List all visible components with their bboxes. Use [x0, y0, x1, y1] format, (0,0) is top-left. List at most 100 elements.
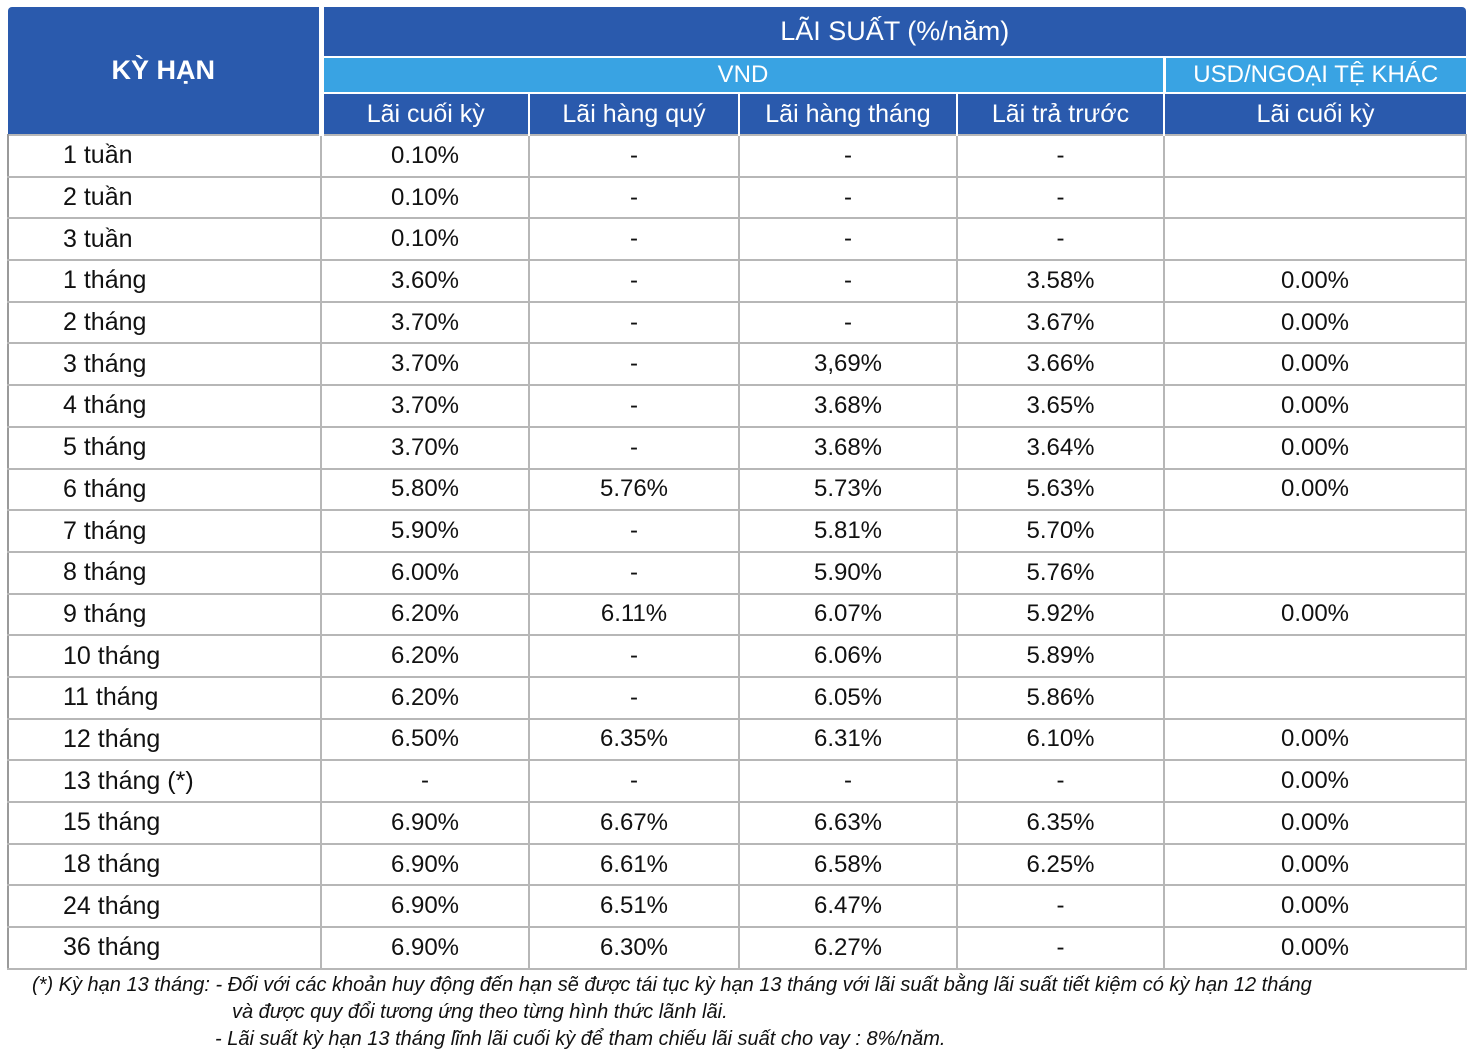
rate-cell-vnd-end-of-term: 6.00% [320, 550, 530, 595]
term-cell: 3 tuần [7, 217, 322, 262]
rate-cell-vnd-prepaid: 3.64% [956, 425, 1165, 470]
col-header-vnd-prepaid: Lãi trả trước [956, 92, 1164, 135]
rate-cell-vnd-monthly: 6.05% [738, 675, 958, 720]
table-row: 1 tuần 0.10% - - - [7, 134, 1468, 178]
table-row: 15 tháng 6.90% 6.67% 6.63% 6.35% 0.00% [7, 801, 1468, 845]
rate-cell-vnd-quarterly: - [528, 634, 740, 678]
term-cell: 15 tháng [7, 801, 322, 845]
term-cell: 2 tháng [7, 300, 322, 345]
rate-cell-vnd-quarterly: - [528, 425, 740, 470]
rate-cell-vnd-monthly: 5.73% [738, 467, 958, 512]
rate-cell-vnd-end-of-term: 6.90% [320, 801, 530, 845]
table-row: 18 tháng 6.90% 6.61% 6.58% 6.25% 0.00% [7, 842, 1468, 887]
rate-cell-vnd-prepaid: - [956, 175, 1165, 220]
footnote-line-1: (*) Kỳ hạn 13 tháng: - Đối với các khoản… [32, 974, 1312, 996]
rate-cell-vnd-prepaid: - [956, 134, 1165, 178]
rate-cell-vnd-prepaid: 6.10% [956, 717, 1165, 762]
usd-currency-header: USD/NGOẠI TỆ KHÁC [1162, 56, 1467, 93]
rate-cell-usd-end-of-term: 0.00% [1162, 842, 1468, 887]
rate-cell-vnd-quarterly: 6.51% [528, 884, 740, 929]
interest-rate-header: LÃI SUẤT (%/năm) [321, 7, 1467, 57]
term-cell: 36 tháng [7, 926, 322, 970]
term-cell: 1 tuần [7, 134, 322, 178]
rate-cell-vnd-monthly: - [738, 259, 958, 303]
rate-cell-vnd-prepaid: 5.76% [956, 550, 1165, 595]
rate-cell-vnd-monthly: 3.68% [738, 384, 958, 428]
rate-cell-vnd-monthly: 6.47% [738, 884, 958, 929]
rate-cell-vnd-monthly: 6.06% [738, 634, 958, 678]
rate-cell-vnd-prepaid: 3.67% [956, 300, 1165, 345]
footnote: (*) Kỳ hạn 13 tháng: - Đối với các khoản… [32, 972, 1312, 1053]
rate-cell-vnd-end-of-term: 0.10% [320, 134, 530, 178]
rate-cell-vnd-quarterly: - [528, 509, 740, 553]
table-row: 7 tháng 5.90% -5.81% 5.70% [7, 509, 1468, 553]
rate-cell-vnd-quarterly: 6.30% [528, 926, 740, 970]
rate-cell-usd-end-of-term [1162, 675, 1468, 720]
rate-cell-usd-end-of-term: 0.00% [1162, 759, 1468, 803]
table-row: 36 tháng 6.90% 6.30% 6.27% -0.00% [7, 926, 1468, 970]
table-row: 24 tháng 6.90% 6.51% 6.47% -0.00% [7, 884, 1468, 929]
rate-cell-vnd-end-of-term: 6.50% [320, 717, 530, 762]
table-row: 13 tháng (*) - - - -0.00% [7, 759, 1468, 803]
rate-cell-vnd-prepaid: - [956, 926, 1165, 970]
rate-cell-vnd-prepaid: 5.86% [956, 675, 1165, 720]
col-header-vnd-monthly: Lãi hàng tháng [738, 92, 957, 135]
term-column-header: KỲ HẠN [8, 7, 324, 135]
rate-cell-vnd-quarterly: 5.76% [528, 467, 740, 512]
term-cell: 11 tháng [7, 675, 322, 720]
rate-cell-usd-end-of-term [1162, 175, 1468, 220]
term-cell: 6 tháng [7, 467, 322, 512]
term-cell: 13 tháng (*) [7, 759, 322, 803]
table-row: 2 tuần 0.10% - - - [7, 175, 1468, 220]
table-row: 3 tháng 3.70% -3,69% 3.66% 0.00% [7, 342, 1468, 387]
term-cell: 18 tháng [7, 842, 322, 887]
rate-cell-vnd-quarterly: - [528, 384, 740, 428]
table-row: 10 tháng 6.20% -6.06% 5.89% [7, 634, 1468, 678]
rate-cell-vnd-end-of-term: 0.10% [320, 217, 530, 262]
rate-cell-vnd-monthly: - [738, 300, 958, 345]
rate-cell-vnd-quarterly: - [528, 759, 740, 803]
table-row: 3 tuần 0.10% - - - [7, 217, 1468, 262]
rate-cell-vnd-end-of-term: 5.90% [320, 509, 530, 553]
rate-cell-vnd-end-of-term: 3.70% [320, 384, 530, 428]
rate-cell-vnd-monthly: 3,69% [738, 342, 958, 387]
rate-cell-vnd-quarterly: - [528, 300, 740, 345]
table-row: 8 tháng 6.00% -5.90% 5.76% [7, 550, 1468, 595]
rate-cell-vnd-end-of-term: 0.10% [320, 175, 530, 220]
rate-cell-vnd-quarterly: - [528, 675, 740, 720]
rate-cell-vnd-monthly: 5.81% [738, 509, 958, 553]
col-header-vnd-quarterly: Lãi hàng quý [528, 92, 739, 135]
rate-cell-vnd-monthly: - [738, 134, 958, 178]
rate-cell-usd-end-of-term: 0.00% [1162, 467, 1468, 512]
rate-cell-usd-end-of-term: 0.00% [1162, 717, 1468, 762]
footnote-line-2: và được quy đổi tương ứng theo từng hình… [232, 1001, 728, 1023]
term-cell: 24 tháng [7, 884, 322, 929]
rate-cell-usd-end-of-term: 0.00% [1162, 592, 1468, 637]
rate-cell-vnd-prepaid: 6.25% [956, 842, 1165, 887]
rate-cell-vnd-quarterly: 6.11% [528, 592, 740, 637]
rate-cell-vnd-end-of-term: 6.90% [320, 926, 530, 970]
interest-rate-table: KỲ HẠN LÃI SUẤT (%/năm) VND USD/NGOẠI TỆ… [7, 7, 1468, 970]
table-row: 4 tháng 3.70% -3.68% 3.65% 0.00% [7, 384, 1468, 428]
table-row: 1 tháng 3.60% - -3.58% 0.00% [7, 259, 1468, 303]
rate-cell-vnd-end-of-term: 6.20% [320, 634, 530, 678]
term-cell: 5 tháng [7, 425, 322, 470]
term-cell: 12 tháng [7, 717, 322, 762]
footnote-line-3: - Lãi suất kỳ hạn 13 tháng lĩnh lãi cuối… [215, 1028, 946, 1050]
col-header-vnd-end-of-term: Lãi cuối kỳ [321, 92, 529, 135]
col-header-usd-end-of-term: Lãi cuối kỳ [1162, 92, 1467, 135]
rate-cell-vnd-monthly: - [738, 175, 958, 220]
rate-cell-vnd-prepaid: 3.65% [956, 384, 1165, 428]
rate-table-body: 1 tuần 0.10% - - -2 tuần 0.10% - - -3 tuần 0.10% -… [7, 134, 1468, 970]
rate-cell-usd-end-of-term: 0.00% [1162, 801, 1468, 845]
rate-cell-vnd-end-of-term: 3.70% [320, 425, 530, 470]
rate-cell-vnd-monthly: 6.27% [738, 926, 958, 970]
rate-cell-vnd-quarterly: 6.61% [528, 842, 740, 887]
rate-cell-usd-end-of-term [1162, 634, 1468, 678]
rate-cell-vnd-quarterly: - [528, 550, 740, 595]
rate-cell-usd-end-of-term: 0.00% [1162, 425, 1468, 470]
table-row: 5 tháng 3.70% -3.68% 3.64% 0.00% [7, 425, 1468, 470]
rate-cell-usd-end-of-term: 0.00% [1162, 384, 1468, 428]
rate-cell-vnd-quarterly: - [528, 259, 740, 303]
